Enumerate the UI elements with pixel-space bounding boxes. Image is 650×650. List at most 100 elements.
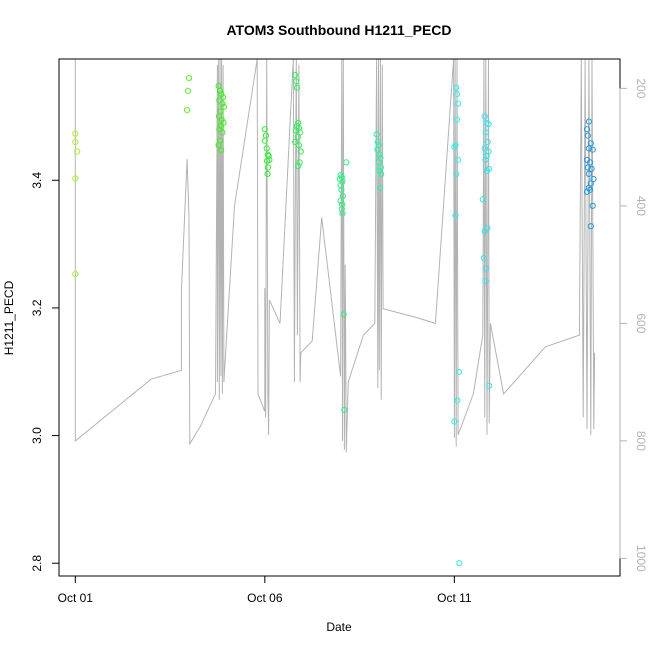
data-point [217, 87, 224, 95]
data-point [217, 122, 224, 130]
data-point [453, 91, 461, 98]
data-point [375, 159, 382, 166]
data-point [295, 163, 302, 170]
y-tick-label: 3.2 [30, 299, 44, 316]
data-point [583, 188, 591, 195]
data-point [376, 167, 383, 174]
data-point [292, 71, 299, 79]
data-point [185, 75, 193, 82]
data-point [374, 138, 381, 146]
data-point [219, 129, 226, 136]
data-point [585, 145, 593, 152]
data-point [293, 84, 301, 91]
data-point [264, 170, 271, 177]
data-point [585, 118, 593, 125]
data-point [374, 146, 381, 153]
data-point [340, 311, 347, 318]
data-point [482, 156, 489, 163]
data-point [72, 175, 79, 182]
data-point [451, 418, 458, 425]
data-point [482, 129, 489, 136]
y2-tick-label: 600 [634, 313, 648, 333]
data-point [452, 212, 459, 219]
data-point [343, 159, 350, 166]
data-point [338, 186, 345, 193]
y-axis-label: H1211_PECD [2, 280, 16, 355]
data-point [72, 130, 79, 137]
data-point [295, 142, 302, 149]
data-point [482, 278, 489, 285]
data-point [219, 100, 226, 107]
data-point [486, 382, 493, 389]
chart-title: ATOM3 Southbound H1211_PECD [226, 22, 451, 38]
y2-tick-label: 1000 [634, 545, 648, 572]
data-point [455, 368, 462, 375]
data-point [377, 184, 384, 191]
x-axis: Oct 01 Oct 06 Oct 11 [58, 575, 472, 605]
data-point [264, 164, 271, 171]
data-point [218, 147, 225, 154]
data-point [72, 271, 79, 278]
data-point [263, 145, 270, 152]
data-point [455, 156, 462, 163]
data-point [453, 84, 460, 91]
data-point [218, 116, 225, 123]
y2-tick-label: 400 [634, 196, 648, 216]
data-point [215, 142, 222, 149]
y-tick-label: 3.4 [30, 172, 44, 189]
data-point [375, 142, 382, 149]
data-point [455, 100, 462, 107]
data-point [294, 133, 301, 140]
data-point [266, 156, 273, 163]
data-point [218, 91, 225, 98]
y-tick-label: 3.0 [30, 427, 44, 444]
data-point [481, 113, 488, 120]
y-tick-label: 2.8 [30, 555, 44, 572]
data-point [292, 138, 299, 146]
data-point [297, 148, 304, 155]
data-point [261, 137, 268, 144]
data-point [484, 138, 491, 146]
data-point [453, 170, 460, 177]
data-point [482, 265, 489, 272]
data-point [589, 146, 596, 153]
data-point [74, 148, 81, 155]
data-point [587, 159, 594, 166]
data-point [339, 210, 346, 217]
x-axis-label: Date [326, 620, 352, 634]
altitude-line [74, 58, 596, 453]
data-point [184, 87, 191, 95]
data-point [377, 164, 384, 171]
data-point [216, 126, 223, 133]
data-point [453, 116, 461, 123]
data-point [373, 131, 380, 138]
data-point [483, 167, 491, 174]
x-tick-label: Oct 06 [247, 591, 283, 605]
data-point [337, 197, 344, 204]
data-point [339, 201, 346, 208]
data-point [479, 196, 486, 203]
data-point [589, 202, 596, 209]
data-point [184, 107, 191, 114]
scatter-points-layer [72, 71, 597, 567]
altitude-series-layer [74, 58, 596, 453]
data-point [583, 126, 591, 133]
data-point [481, 228, 488, 235]
data-point [590, 175, 597, 183]
data-point [481, 145, 488, 152]
data-point [338, 205, 345, 213]
data-point [587, 186, 594, 193]
data-point [587, 223, 594, 230]
plot-frame [58, 58, 621, 577]
data-point [261, 126, 268, 133]
data-point [293, 78, 300, 85]
plot-area [72, 58, 597, 567]
data-point [296, 159, 303, 166]
data-point [378, 170, 385, 177]
data-point [341, 406, 348, 414]
data-point [485, 121, 492, 128]
data-point [483, 152, 490, 160]
data-point [480, 255, 487, 262]
y2-tick-label: 800 [634, 431, 648, 451]
